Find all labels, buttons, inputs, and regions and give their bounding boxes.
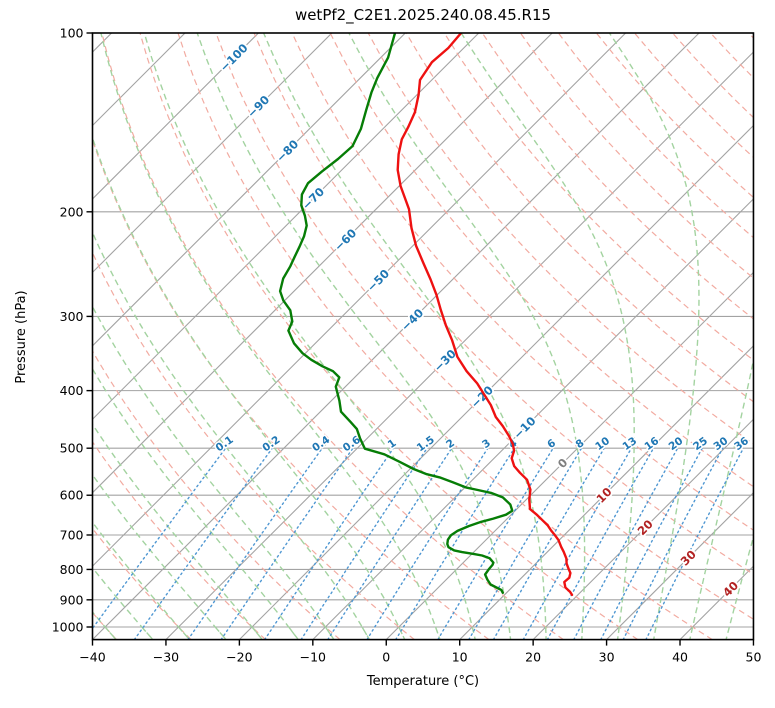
mixing-ratio-label: 0.2 bbox=[260, 434, 282, 455]
y-tick-label: 900 bbox=[60, 592, 84, 607]
mixing-ratio-label: 3 bbox=[480, 437, 493, 451]
axis-ticks bbox=[86, 32, 755, 646]
y-tick-label: 200 bbox=[60, 204, 84, 219]
mixing-ratio-label: 25 bbox=[691, 435, 710, 453]
mixing-ratio-label: 0.4 bbox=[310, 434, 332, 455]
x-tick-label: 30 bbox=[599, 650, 615, 665]
mixing-ratio-label: 0.1 bbox=[214, 434, 236, 455]
y-tick-label: 500 bbox=[60, 441, 84, 456]
mixing-ratio-label: 13 bbox=[620, 435, 639, 453]
plot-area: −100−90−80−70−60−50−40−30−20−10010203040… bbox=[92, 33, 754, 640]
y-tick-label: 300 bbox=[60, 309, 84, 324]
x-axis-label: Temperature (°C) bbox=[366, 674, 480, 689]
x-tick-label: 0 bbox=[382, 650, 390, 665]
isotherm-label: −100 bbox=[217, 41, 251, 75]
x-tick-label: 10 bbox=[452, 650, 468, 665]
mixing-ratio-label: 16 bbox=[642, 435, 661, 453]
x-tick-label: −40 bbox=[79, 650, 105, 665]
mixing-ratio-label: 10 bbox=[593, 435, 612, 453]
y-tick-label: 100 bbox=[60, 26, 84, 41]
y-tick-label: 400 bbox=[60, 383, 84, 398]
x-tick-label: −20 bbox=[226, 650, 252, 665]
plot-border bbox=[91, 32, 755, 641]
mixing-ratio-label: 8 bbox=[574, 437, 587, 451]
y-tick-label: 800 bbox=[60, 562, 84, 577]
mixing-ratio-label: 20 bbox=[667, 435, 686, 453]
mixing-ratio-lines bbox=[92, 447, 745, 640]
y-tick-label: 700 bbox=[60, 527, 84, 542]
x-tick-label: −10 bbox=[300, 650, 326, 665]
x-tick-label: 40 bbox=[672, 650, 688, 665]
isotherm-lines bbox=[92, 33, 754, 640]
x-tick-label: 20 bbox=[525, 650, 541, 665]
mixing-ratio-label: 6 bbox=[545, 437, 558, 451]
temperature-curve bbox=[396, 33, 574, 597]
y-tick-label: 1000 bbox=[52, 620, 84, 635]
moist-adiabats bbox=[92, 33, 754, 640]
mixing-ratio-labels: 0.1 0.2 0.4 0.6 1 1.5 2 3 4 6 8 10 13 16 20 25 30 36 bbox=[212, 432, 752, 456]
dewpoint-curve bbox=[278, 33, 514, 594]
mixing-ratio-label: 30 bbox=[712, 435, 731, 453]
x-tick-label: −30 bbox=[153, 650, 179, 665]
mixing-ratio-label: 1.5 bbox=[415, 434, 437, 455]
y-tick-label: 600 bbox=[60, 488, 84, 503]
x-tick-label: 50 bbox=[746, 650, 762, 665]
dry-adiabats bbox=[92, 33, 754, 640]
chart-title: wetPf2_C2E1.2025.240.08.45.R15 bbox=[294, 6, 552, 24]
mixing-ratio-label: 2 bbox=[444, 437, 457, 451]
